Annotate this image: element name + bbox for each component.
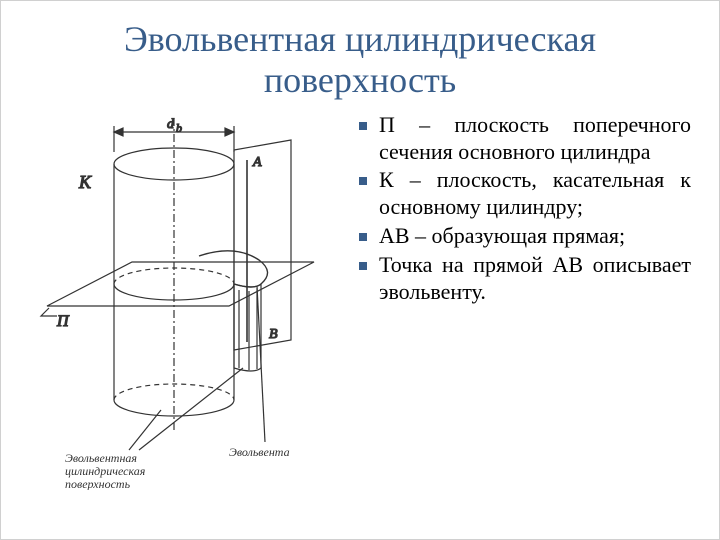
surface-label-1: Эвольвентная xyxy=(65,451,137,465)
A-label: A xyxy=(252,155,262,170)
B-label: B xyxy=(269,327,278,342)
bullet-item: Точка на прямой АВ описывает эвольвенту. xyxy=(353,252,691,306)
content-row: d b П xyxy=(29,110,691,490)
K-label: К xyxy=(78,172,92,192)
db-sub-label: b xyxy=(176,121,182,135)
diagram-column: d b П xyxy=(29,110,349,490)
involute-cylinder-diagram: d b П xyxy=(29,110,349,490)
involute-label: Эвольвента xyxy=(229,445,290,459)
P-label: П xyxy=(56,313,70,330)
bullet-item: П – плоскость поперечного сечения основн… xyxy=(353,112,691,166)
surface-label-3: поверхность xyxy=(65,477,131,490)
bullet-item: К – плоскость, касательная к основному ц… xyxy=(353,167,691,221)
bullet-list: П – плоскость поперечного сечения основн… xyxy=(353,112,691,306)
slide-title: Эвольвентная цилиндрическая поверхность xyxy=(29,19,691,102)
bullets-column: П – плоскость поперечного сечения основн… xyxy=(353,110,691,308)
bullet-item: АВ – образующая прямая; xyxy=(353,223,691,250)
surface-label-2: цилиндрическая xyxy=(65,464,146,478)
slide: Эвольвентная цилиндрическая поверхность … xyxy=(0,0,720,540)
